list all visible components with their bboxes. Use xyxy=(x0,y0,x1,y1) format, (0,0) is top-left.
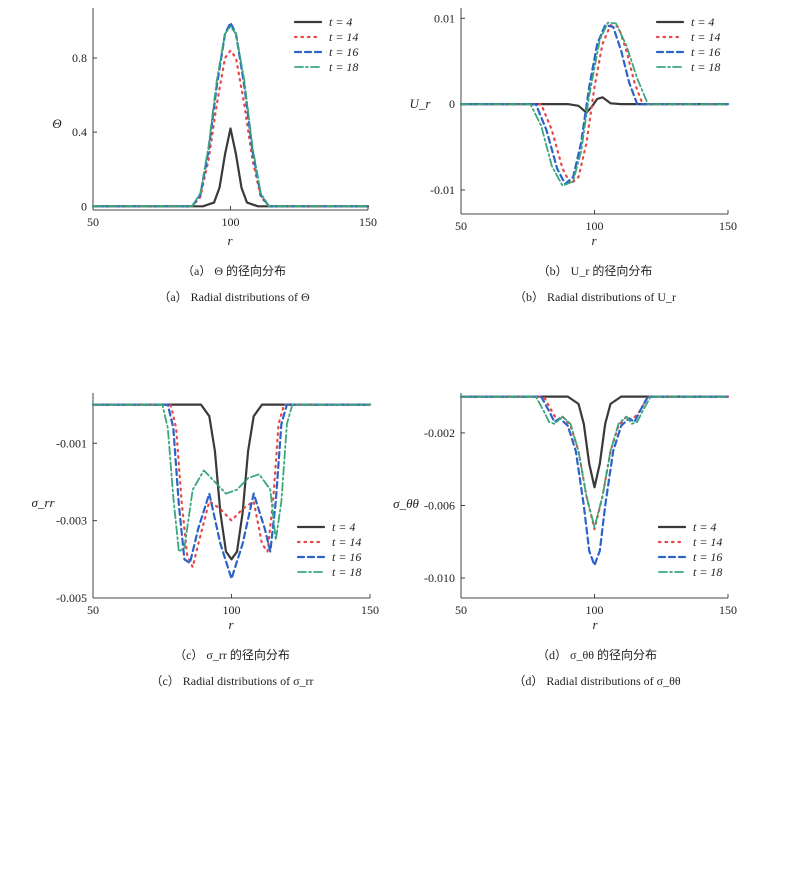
y-tick-label: -0.006 xyxy=(424,498,455,512)
x-tick-label: 150 xyxy=(361,603,379,617)
y-tick-label: -0.005 xyxy=(56,591,87,605)
y-tick-label: -0.001 xyxy=(56,436,87,450)
legend-label: t = 14 xyxy=(693,535,722,549)
y-tick-label: -0.01 xyxy=(430,183,455,197)
legend-label: t = 14 xyxy=(332,535,361,549)
caption-en-d: （d） Radial distributions of σ_θθ xyxy=(513,674,681,688)
legend-label: t = 4 xyxy=(332,520,355,534)
series-line-14 xyxy=(91,403,372,569)
y-axis-label: U_r xyxy=(410,96,432,111)
x-axis-label: r xyxy=(228,617,234,632)
caption-en-a: （a） Radial distributions of Θ xyxy=(158,290,310,304)
legend-label: t = 4 xyxy=(693,520,716,534)
x-axis-label: r xyxy=(591,233,597,248)
x-tick-label: 100 xyxy=(223,603,241,617)
legend-label: t = 4 xyxy=(691,15,714,29)
caption-cn-d: （d） σ_θθ 的径向分布 xyxy=(537,648,657,662)
x-tick-label: 50 xyxy=(455,603,467,617)
y-tick-label: 0.4 xyxy=(72,125,87,139)
x-tick-label: 50 xyxy=(455,219,467,233)
x-tick-label: 50 xyxy=(87,215,99,229)
caption-cn-c: （c） σ_rr 的径向分布 xyxy=(174,648,290,662)
panel-a: 50 100 150 0 0.4 0.8 r Θt = 4t = 14t = 16t = 18 xyxy=(52,8,377,248)
x-tick-label: 150 xyxy=(359,215,377,229)
series-line-14 xyxy=(459,395,730,531)
series-line-16 xyxy=(459,24,730,186)
series-line-16 xyxy=(91,21,370,208)
y-tick-label: -0.003 xyxy=(56,514,87,528)
series-line-18 xyxy=(92,25,369,208)
x-tick-label: 100 xyxy=(222,215,240,229)
series-line-4 xyxy=(459,96,730,114)
caption-cn-a: （a） Θ 的径向分布 xyxy=(182,264,286,278)
x-tick-label: 150 xyxy=(719,219,737,233)
series-line-4 xyxy=(91,403,372,561)
legend-label: t = 4 xyxy=(329,15,352,29)
panel-b: 50 100 150 -0.01 0 0.01 r U_r t = 4t = 14t = 16t… xyxy=(410,8,737,248)
x-axis-label: r xyxy=(227,233,233,248)
x-tick-label: 100 xyxy=(586,603,604,617)
series-line-18 xyxy=(460,395,729,529)
y-tick-label: 0.8 xyxy=(72,51,87,65)
y-tick-label: 0 xyxy=(81,199,87,213)
y-tick-label: 0.01 xyxy=(434,11,455,25)
y-tick-label: -0.010 xyxy=(424,571,455,585)
series-line-4 xyxy=(459,395,730,489)
series-line-14 xyxy=(459,24,730,186)
series-line-18 xyxy=(92,403,371,553)
x-tick-label: 50 xyxy=(87,603,99,617)
caption-en-b: （b） Radial distributions of U_r xyxy=(514,290,676,304)
legend-label: t = 14 xyxy=(691,30,720,44)
y-tick-label: -0.002 xyxy=(424,426,455,440)
caption-cn-b: （b） U_r 的径向分布 xyxy=(537,264,653,278)
legend-label: t = 18 xyxy=(332,565,361,579)
caption-en-c: （c） Radial distributions of σ_rr xyxy=(150,674,314,688)
series-line-16 xyxy=(459,395,730,567)
x-axis-label: r xyxy=(592,617,598,632)
legend-label: t = 18 xyxy=(329,60,358,74)
legend-label: t = 16 xyxy=(332,550,361,564)
y-axis-label: σ_θθ xyxy=(393,496,419,511)
y-axis-label: σ_rr xyxy=(31,495,55,510)
series-line-18 xyxy=(460,21,729,187)
legend-label: t = 14 xyxy=(329,30,358,44)
x-tick-label: 100 xyxy=(586,219,604,233)
legend-label: t = 18 xyxy=(691,60,720,74)
legend-label: t = 16 xyxy=(691,45,720,59)
y-axis-label: Θ xyxy=(52,116,62,131)
series-line-16 xyxy=(91,403,372,580)
y-tick-label: 0 xyxy=(449,97,455,111)
series-line-4 xyxy=(91,127,370,208)
x-tick-label: 150 xyxy=(719,603,737,617)
legend-label: t = 18 xyxy=(693,565,722,579)
legend-label: t = 16 xyxy=(329,45,358,59)
legend-label: t = 16 xyxy=(693,550,722,564)
